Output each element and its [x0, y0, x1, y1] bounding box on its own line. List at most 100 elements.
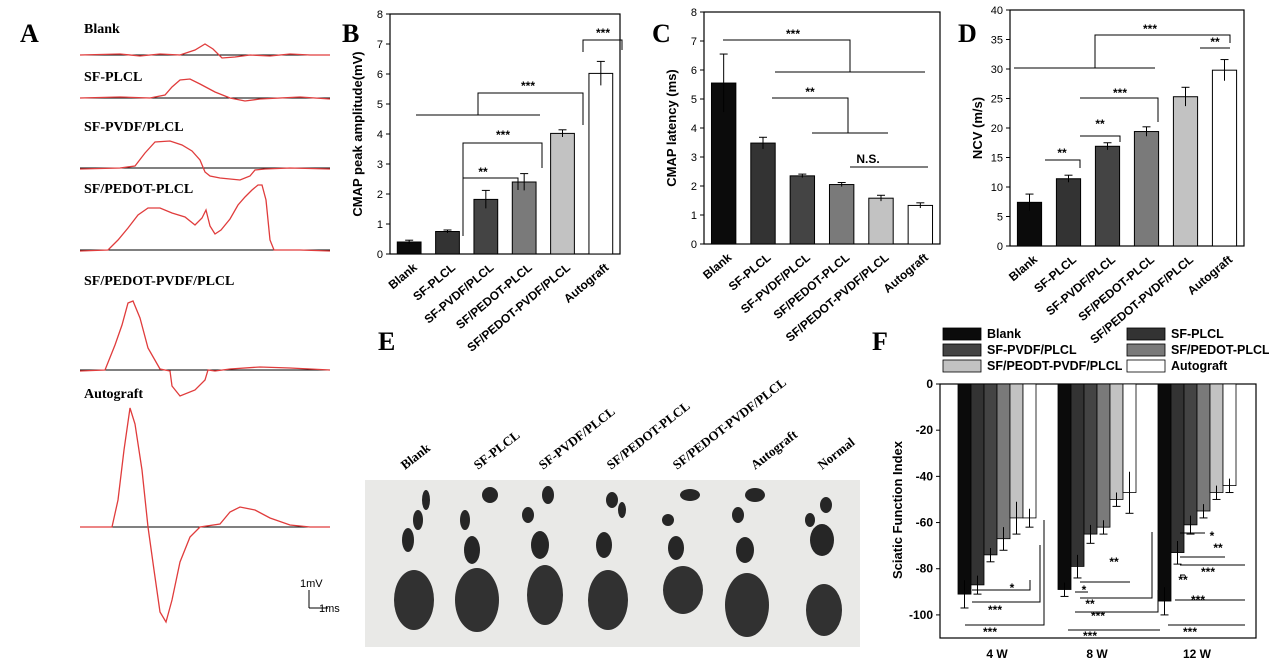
- chartD-ytick-label: 15: [991, 153, 1003, 165]
- chart-f-ytick-label: -100: [909, 608, 933, 622]
- chartB-ytick-label: 8: [377, 9, 383, 21]
- legend-swatch-sf-peodt-pvdf-plcl: [942, 359, 982, 373]
- chart-f-bar-sf-pedot-plcl-8-w: [1096, 383, 1111, 528]
- chartB-sig-label: ***: [596, 26, 610, 40]
- chart-f-bar-sf-plcl-8-w: [1070, 383, 1085, 567]
- legend-swatch-sf-pedot-plcl: [1126, 343, 1166, 357]
- chart-f-sig-label: ***: [1191, 593, 1205, 607]
- chart-f-bar-sf-pvdf-plcl-12-w: [1183, 383, 1198, 526]
- chartB-bar-sf-pedot-plcl: [511, 181, 537, 255]
- chartD-ytick-label: 10: [991, 182, 1003, 194]
- legend-swatch-autograft: [1126, 359, 1166, 373]
- footprint-label-normal: Normal: [815, 434, 858, 472]
- chartC-bar-sf-pedot-pvdf-plcl: [868, 197, 894, 245]
- trace-label-blank: Blank: [84, 22, 120, 37]
- footprint-print-normal: [806, 584, 842, 636]
- chartC-bar-sf-pvdf-plcl: [789, 175, 816, 245]
- chartB-ytick-label: 2: [377, 189, 383, 201]
- chart-f-bar-sf-pvdf-plcl-8-w: [1083, 383, 1098, 535]
- chart-f-x-label: 4 W: [986, 647, 1008, 661]
- chartC-ytick-label: 7: [691, 36, 697, 48]
- chart-f-bar-autograft-12-w: [1222, 383, 1237, 486]
- panel-label-e: E: [378, 327, 395, 356]
- chartC-ytick-label: 6: [691, 65, 697, 77]
- trace-label-sf-plcl: SF-PLCL: [84, 70, 142, 85]
- chartD-sig-label: **: [1095, 117, 1105, 131]
- chartB-bar-sf-plcl: [435, 231, 460, 255]
- chart-f-bar-blank-12-w: [1157, 383, 1172, 602]
- footprint-print-normal: [810, 524, 834, 556]
- chartC-ytick-label: 1: [691, 210, 697, 222]
- chart-f-ytick-label: 0: [926, 377, 933, 391]
- chart-f-ytick-label: -60: [916, 516, 934, 530]
- chart-f-sig-label: *: [1210, 529, 1215, 543]
- chart-f-ytick-label: -40: [916, 469, 934, 483]
- chart-f-sig-bracket: [965, 520, 1045, 626]
- footprint-print-sf-pedot-plcl: [596, 532, 612, 558]
- footprint-print-sf-pedot-pvdf-plcl: [668, 536, 684, 560]
- chart-f-y-axis-label: Sciatic Function Index: [890, 440, 905, 579]
- chartC-ytick-label: 8: [691, 7, 697, 19]
- chartD-sig-label: **: [1210, 35, 1220, 49]
- chartD-bar-autograft: [1211, 69, 1238, 247]
- trace-sf-plcl: [79, 78, 331, 102]
- chart-f-sig-bracket: [1080, 532, 1153, 599]
- chart-b-cmap-amplitude: 012345678BlankSF-PLCLSF-PVDF/PLCLSF/PEDO…: [350, 9, 623, 355]
- chartD-sig-bracket: [1080, 135, 1121, 142]
- chartB-x-label: Blank: [386, 260, 420, 292]
- footprint-print-sf-plcl: [460, 510, 470, 530]
- chartD-ytick-label: 30: [991, 64, 1003, 76]
- chart-f-sciatic-function-index: 0 -20 -40 -60 -80 -100 Sciatic Function Index 4…: [890, 327, 1269, 661]
- footprint-label-sf-plcl: SF-PLCL: [471, 427, 523, 472]
- footprint-print-sf-pedot-pvdf-plcl: [680, 489, 700, 501]
- chartB-ytick-label: 1: [377, 219, 383, 231]
- footprint-print-blank: [394, 570, 434, 630]
- chartB-sig-label: ***: [496, 128, 510, 142]
- chartD-sig-bracket: [1045, 159, 1081, 168]
- chart-f-sig-label: **: [1109, 555, 1119, 569]
- legend-label-sf-pedot-plcl: SF/PEDOT-PLCL: [1171, 343, 1269, 357]
- legend-label-autograft: Autograft: [1171, 359, 1228, 373]
- panel-label-d: D: [958, 19, 977, 48]
- chartD-bar-sf-pvdf-plcl: [1094, 145, 1121, 247]
- trace-autograft: [80, 407, 330, 624]
- chartB-ytick-label: 5: [377, 99, 383, 111]
- chartB-sig-bracket: [462, 142, 543, 178]
- panel-label-b: B: [342, 19, 359, 48]
- chartB-ytick-label: 0: [377, 249, 383, 261]
- chartD-bar-sf-pedot-pvdf-plcl: [1172, 96, 1199, 247]
- chartB-sig-label: ***: [521, 79, 535, 93]
- footprint-print-sf-pvdf-plcl: [542, 486, 554, 504]
- chartD-bar-sf-plcl: [1055, 178, 1082, 247]
- footprint-print-sf-plcl: [464, 536, 480, 564]
- chart-f-sig-label: ***: [1091, 609, 1105, 623]
- footprint-print-sf-pvdf-plcl: [531, 531, 549, 559]
- chartD-sig-label: ***: [1113, 86, 1127, 100]
- chartB-sig-bracket: [462, 177, 519, 236]
- chartD-ytick-label: 40: [991, 5, 1003, 17]
- panel-label-c: C: [652, 19, 671, 48]
- legend-label-sf-plcl: SF-PLCL: [1171, 327, 1224, 341]
- chartC-sig-label: N.S.: [856, 152, 879, 166]
- chartC-bar-sf-pedot-plcl: [828, 184, 855, 245]
- chart-f-ytick-label: -20: [916, 423, 934, 437]
- chart-f-sig-label: **: [1085, 597, 1095, 611]
- chart-c-cmap-latency: 012345678BlankSF-PLCLSF-PVDF/PLCLSF/PEDO…: [664, 7, 941, 345]
- footprint-print-sf-pedot-plcl: [606, 492, 618, 508]
- chartD-ytick-label: 5: [997, 212, 1003, 224]
- chart-f-sig-label: ***: [983, 625, 997, 639]
- chart-f-sig-label: *: [1010, 581, 1015, 595]
- footprint-print-normal: [805, 513, 815, 527]
- scale-bar: 1mV 1ms: [300, 578, 340, 615]
- chartB-sig-bracket: [582, 39, 623, 52]
- chart-f-bar-blank-8-w: [1057, 383, 1072, 590]
- panel-a-traces: Blank SF-PLCL SF-PVDF/PLCL SF/PEDOT-PLCL…: [79, 22, 340, 624]
- chart-f-bar-blank-4-w: [957, 383, 972, 595]
- legend-swatch-sf-plcl: [1126, 327, 1166, 341]
- legend-swatch-sf-pvdf-plcl: [942, 343, 982, 357]
- footprint-label-autograft: Autograft: [748, 426, 801, 472]
- footprint-print-blank: [413, 510, 423, 530]
- chartD-y-axis-label: NCV (m/s): [970, 97, 985, 159]
- footprint-print-sf-pedot-pvdf-plcl: [662, 514, 674, 526]
